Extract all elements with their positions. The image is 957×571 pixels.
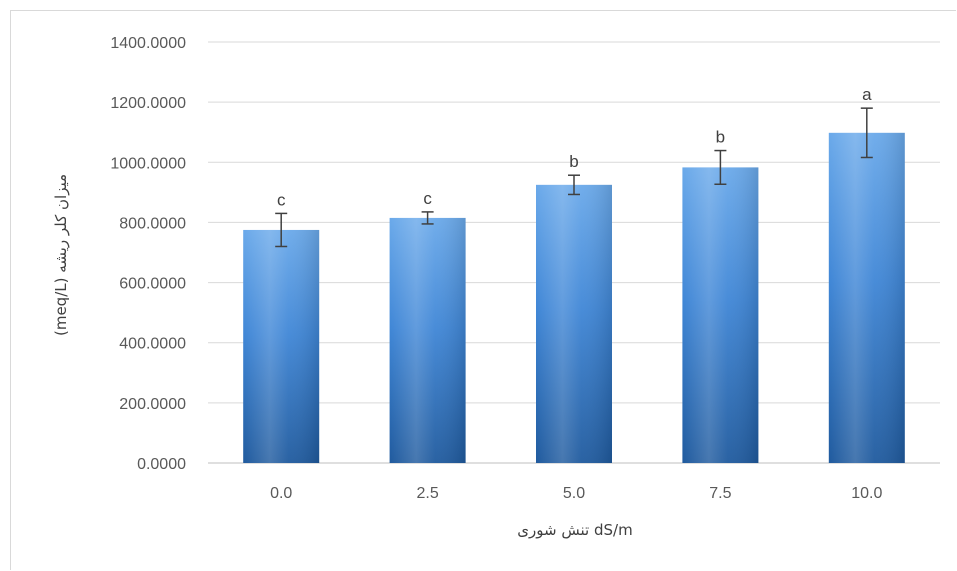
x-tick-label: 2.5	[416, 485, 438, 502]
labels: 0.0000 200.0000 400.0000 600.0000 800.0000 10…	[110, 35, 882, 502]
x-tick-label: 0.0	[270, 485, 292, 502]
chart-frame	[10, 10, 956, 570]
x-tick-label: 5.0	[563, 485, 585, 502]
y-tick-label: 1200.0000	[110, 95, 186, 112]
x-tick-label: 7.5	[709, 485, 731, 502]
bars	[243, 132, 905, 463]
bar-shine	[389, 217, 466, 463]
significance-label: a	[862, 85, 872, 104]
y-tick-label: 200.0000	[119, 396, 186, 413]
significance-label: b	[716, 128, 725, 147]
bar-shine	[828, 132, 905, 463]
y-tick-label: 0.0000	[137, 456, 186, 473]
bar-shine	[682, 167, 759, 463]
y-tick-label: 1000.0000	[110, 155, 186, 172]
significance-label: c	[423, 189, 432, 208]
y-axis-title: میزان کلر ریشه (meq/L)	[52, 174, 70, 336]
y-tick-label: 400.0000	[119, 336, 186, 353]
y-tick-label: 600.0000	[119, 276, 186, 293]
significance-label: c	[277, 190, 286, 209]
y-tick-label: 800.0000	[119, 215, 186, 232]
bar-shine	[243, 229, 320, 463]
error-bars	[275, 107, 873, 248]
y-tick-label: 1400.0000	[110, 35, 186, 52]
significance-label: b	[569, 152, 578, 171]
bar-shine	[536, 184, 612, 463]
x-tick-label: 10.0	[851, 485, 882, 502]
x-axis-title: dS/m تنش شوری	[517, 521, 632, 539]
